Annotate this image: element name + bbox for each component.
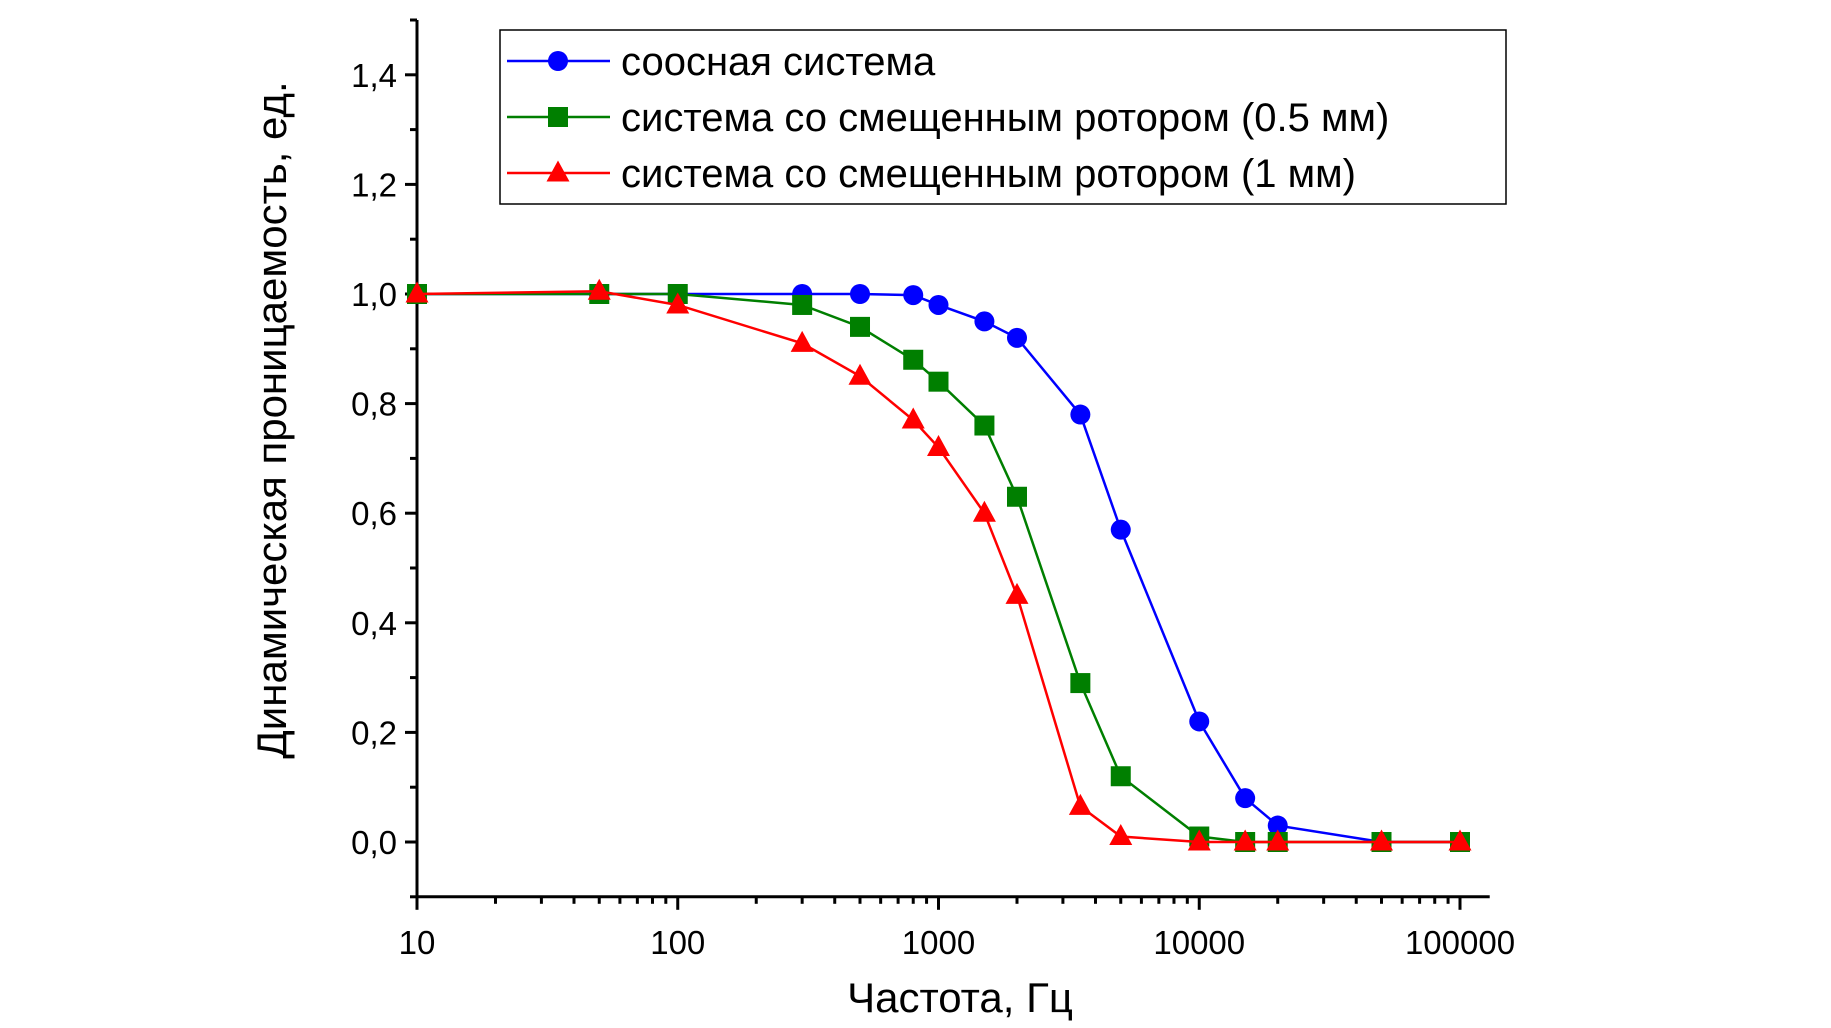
- series-group: [405, 278, 1472, 852]
- series-line: [416, 290, 1460, 844]
- y-tick-label: 0,2: [351, 714, 397, 751]
- data-point: [928, 371, 949, 392]
- data-point: [1187, 829, 1211, 851]
- legend-marker: [548, 51, 568, 71]
- data-point: [1068, 793, 1092, 815]
- x-tick-label: 100: [650, 924, 705, 961]
- legend-label: система со смещенным ротором (1 мм): [621, 152, 1356, 196]
- data-point: [1005, 582, 1029, 604]
- data-point: [1448, 829, 1472, 851]
- data-point: [1070, 673, 1091, 694]
- legend-item: система со смещенным ротором (0.5 мм): [507, 96, 1389, 140]
- y-tick-label: 0,6: [351, 495, 397, 532]
- data-point: [1110, 519, 1131, 540]
- y-tick-label: 1,4: [351, 57, 397, 94]
- data-point: [1266, 829, 1290, 851]
- y-axis-label: Динамическая проницаемость, ед.: [248, 81, 295, 758]
- data-point: [850, 316, 871, 337]
- data-point: [974, 415, 995, 436]
- data-point: [1267, 815, 1288, 836]
- series-2: [407, 284, 1470, 852]
- x-tick-label: 10000: [1153, 924, 1245, 961]
- data-point: [666, 292, 690, 314]
- y-tick-label: 1,0: [351, 276, 397, 313]
- y-tick-label: 1,2: [351, 166, 397, 203]
- x-tick-label: 100000: [1405, 924, 1515, 961]
- data-point: [848, 363, 872, 385]
- series-1: [407, 284, 1470, 852]
- data-point: [1109, 824, 1133, 846]
- legend-box: [499, 29, 1507, 205]
- data-point: [928, 294, 949, 315]
- series-3: [405, 278, 1472, 851]
- data-point: [1189, 711, 1210, 732]
- data-point: [1110, 766, 1131, 787]
- data-point: [405, 281, 429, 303]
- data-point: [1235, 788, 1256, 809]
- legend-marker: [548, 107, 568, 127]
- data-point: [587, 278, 611, 300]
- legend-item: система со смещенным ротором (1 мм): [507, 152, 1356, 196]
- legend-marker: [546, 160, 570, 182]
- data-point: [903, 285, 924, 306]
- data-point: [1070, 404, 1091, 425]
- data-point: [790, 330, 814, 352]
- series-line: [417, 292, 1460, 844]
- data-point: [1370, 829, 1394, 851]
- data-point: [1006, 327, 1027, 348]
- x-axis-label: Частота, Гц: [847, 974, 1073, 1021]
- data-point: [972, 500, 996, 522]
- legend-label: соосная система: [621, 40, 936, 84]
- data-point: [850, 284, 871, 304]
- legend-label: система со смещенным ротором (0.5 мм): [621, 96, 1389, 140]
- data-point: [792, 294, 813, 315]
- x-tick-label: 10: [399, 924, 436, 961]
- legend: соосная система система со смещенным рото…: [499, 29, 1507, 205]
- data-point: [1006, 486, 1027, 507]
- data-point: [927, 434, 950, 456]
- data-point: [903, 349, 924, 370]
- y-tick-label: 0,4: [351, 605, 397, 642]
- y-tick-label: 0,8: [351, 386, 397, 423]
- data-point: [901, 407, 925, 429]
- x-tick-label: 1000: [902, 924, 975, 961]
- data-point: [974, 311, 995, 332]
- legend-item: соосная система: [507, 40, 936, 84]
- y-tick-label: 0,0: [351, 824, 397, 861]
- data-point: [1233, 829, 1257, 851]
